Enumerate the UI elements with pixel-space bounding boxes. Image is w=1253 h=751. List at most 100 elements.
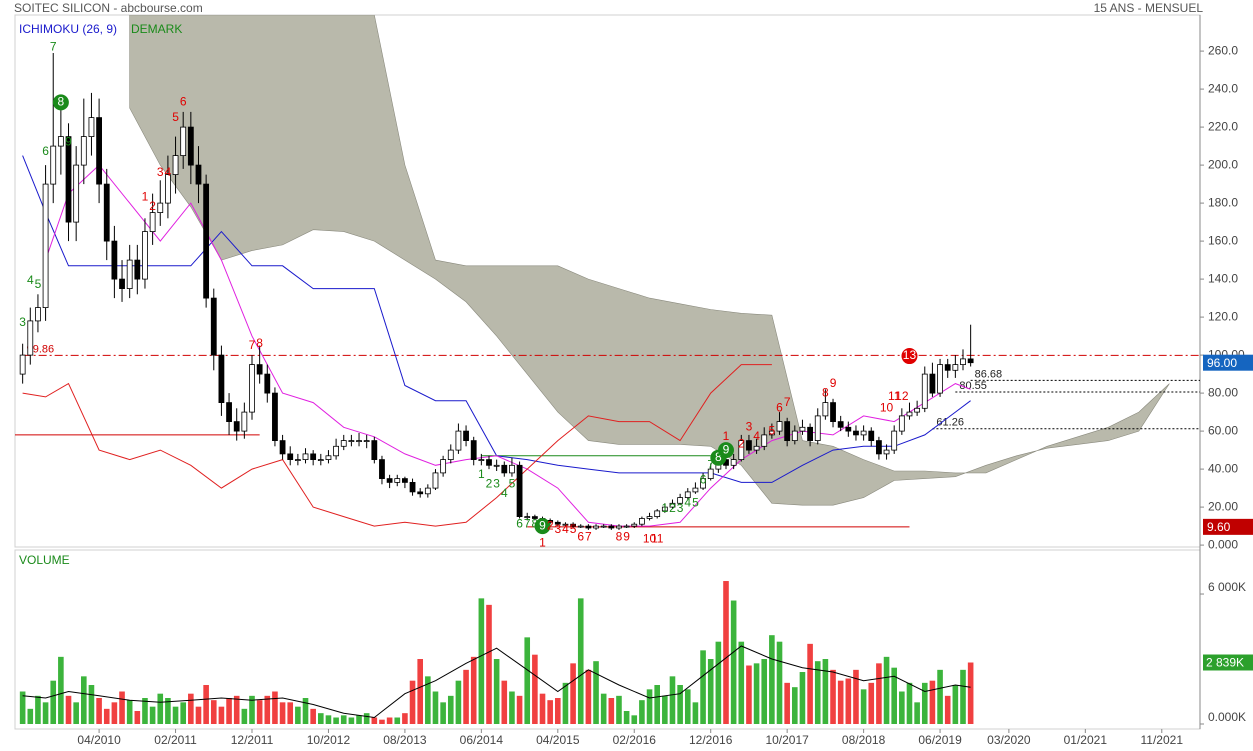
- candle-body: [738, 440, 745, 461]
- price-tag-label: 9.60: [1207, 520, 1231, 534]
- demark-circle: [52, 94, 69, 111]
- demark-count: 9: [65, 134, 72, 148]
- candle-body: [256, 364, 263, 375]
- volume-bar: [463, 669, 469, 724]
- demark-count: 11: [651, 532, 664, 546]
- volume-bar: [746, 665, 752, 724]
- volume-bar: [363, 713, 370, 724]
- volume-bar: [188, 693, 194, 724]
- volume-bar: [654, 685, 660, 724]
- candle-body: [96, 117, 102, 185]
- candle-body: [317, 459, 324, 462]
- demark-count: 5: [570, 522, 577, 536]
- demark-count: 9: [830, 376, 837, 390]
- candle-body: [187, 126, 194, 166]
- candle-body: [700, 478, 706, 489]
- volume-bar: [447, 695, 454, 724]
- volume-bar: [914, 702, 920, 724]
- candle-body: [264, 373, 271, 394]
- candle-body: [340, 440, 347, 447]
- candle-body: [570, 523, 576, 527]
- volume-bar: [409, 680, 416, 724]
- candle-body: [524, 516, 531, 518]
- volume-bar: [302, 698, 309, 724]
- volume-bar: [837, 680, 844, 724]
- volume-bar: [134, 711, 141, 724]
- volume-bar: [547, 700, 553, 724]
- candle-body: [333, 445, 339, 457]
- candle-body: [440, 459, 447, 474]
- volume-bar: [562, 682, 569, 724]
- candle-body: [417, 491, 424, 495]
- candle-body: [799, 426, 806, 432]
- demark-count: 7: [707, 457, 714, 471]
- volume-bar: [723, 581, 729, 724]
- volume-bar: [27, 708, 34, 724]
- demark-count: 8: [822, 385, 829, 399]
- demark-count: 1: [661, 501, 668, 515]
- demark-count: 2: [149, 199, 156, 213]
- candle-body: [509, 464, 515, 474]
- candle-body: [585, 525, 592, 529]
- demark-count: 10: [880, 400, 894, 414]
- candle-body: [860, 430, 867, 436]
- demark-count: 7: [249, 338, 256, 352]
- candle-body: [424, 487, 431, 495]
- candle-body: [906, 411, 913, 417]
- candle-body: [287, 453, 294, 460]
- candle-body: [195, 164, 202, 185]
- demark-count: 3: [746, 419, 753, 433]
- demark-count: 3: [677, 501, 684, 515]
- candle-body: [80, 136, 87, 166]
- demark-count: 7: [50, 39, 57, 53]
- y-tick-label: 180.0: [1208, 195, 1238, 209]
- candle-body: [730, 459, 737, 466]
- candle-body: [371, 440, 378, 461]
- volume-bar: [593, 661, 599, 724]
- y-tick-label: 240.0: [1208, 81, 1238, 95]
- volume-bar: [142, 698, 148, 724]
- volume-bar: [753, 663, 760, 724]
- demark-count: 1: [539, 535, 546, 549]
- volume-bar: [585, 669, 592, 724]
- volume-bar: [203, 685, 209, 724]
- volume-bar: [600, 693, 607, 724]
- x-tick-label: 02/2011: [154, 733, 197, 747]
- price-tag: [1203, 354, 1253, 371]
- demark-count: 2: [547, 518, 554, 532]
- candle-body: [493, 464, 500, 467]
- volume-bar: [287, 702, 294, 724]
- volume-bar: [432, 691, 439, 724]
- volume-bar: [318, 713, 324, 724]
- volume-bar: [19, 691, 26, 724]
- demark-count: 3: [493, 476, 500, 490]
- demark-count: 9: [623, 530, 630, 544]
- candle-body: [891, 430, 898, 451]
- candle-body: [486, 459, 492, 466]
- candle-body: [356, 440, 362, 443]
- volume-bar: [738, 641, 745, 724]
- candle-body: [172, 155, 179, 176]
- volume-bar: [417, 659, 423, 724]
- volume-bar: [478, 598, 485, 724]
- candle-body: [272, 392, 278, 442]
- volume-bar: [539, 693, 546, 724]
- volume-bar: [692, 702, 699, 724]
- volume-bar: [868, 682, 875, 724]
- volume-bar: [493, 659, 500, 724]
- candle-body: [822, 402, 829, 417]
- candle-body: [363, 440, 370, 443]
- candle-body: [409, 481, 416, 493]
- demark-count: 9: [723, 442, 730, 456]
- level-label: 61.26: [936, 417, 964, 429]
- candle-body: [134, 259, 141, 280]
- candle-body: [470, 440, 477, 461]
- x-tick-label: 04/2015: [536, 733, 580, 747]
- x-tick-label: 01/2021: [1064, 733, 1108, 747]
- demark-circle: [534, 518, 551, 535]
- x-tick-label: 08/2013: [383, 733, 427, 747]
- volume-bar: [249, 695, 255, 724]
- candle-body: [157, 202, 164, 214]
- demark-count: 1: [142, 190, 149, 204]
